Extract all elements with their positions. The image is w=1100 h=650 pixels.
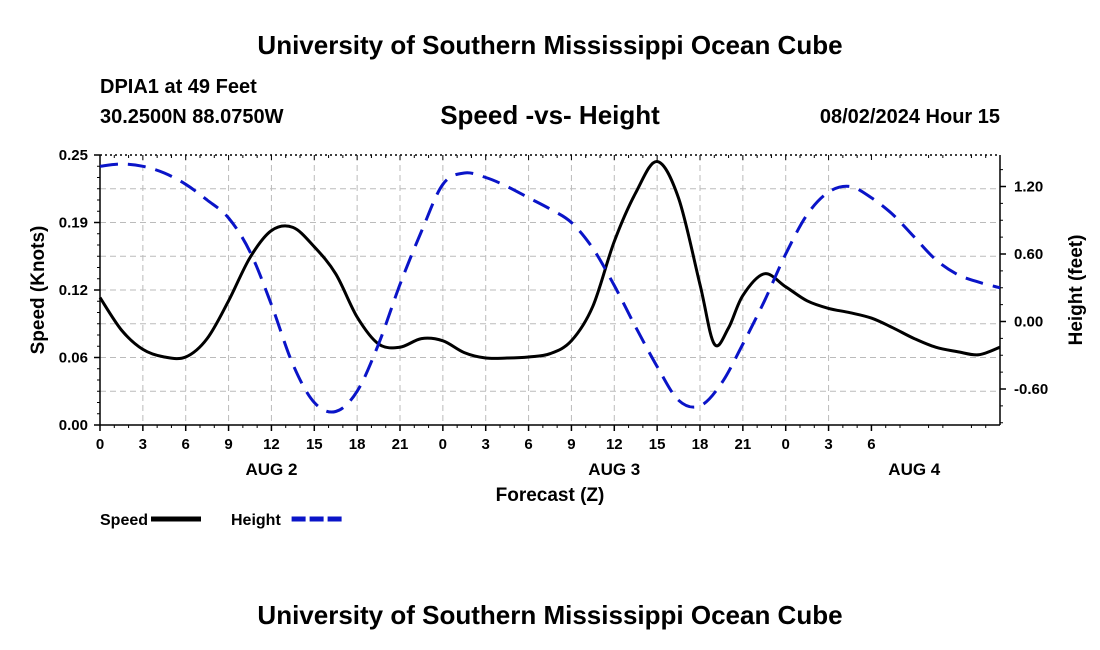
- y-left-tick-label: 0.25: [59, 147, 88, 164]
- legend-label-speed: Speed: [100, 512, 148, 529]
- date-label: AUG 2: [245, 460, 297, 479]
- x-tick-label: 12: [606, 436, 623, 453]
- chart-axes: [94, 154, 1006, 431]
- x-tick-label: 18: [692, 436, 709, 453]
- x-tick-label: 9: [224, 436, 232, 453]
- chart-series: [98, 160, 1001, 414]
- y-left-tick-label: 0.19: [59, 215, 88, 232]
- y-left-tick-label: 0.00: [59, 417, 88, 434]
- x-tick-label: 21: [392, 436, 409, 453]
- y-right-tick-label: 0.00: [1014, 314, 1043, 331]
- chart-title: Speed -vs- Height: [440, 100, 660, 130]
- x-tick-label: 0: [439, 436, 447, 453]
- chart-grid: [100, 155, 1000, 425]
- x-axis-title: Forecast (Z): [496, 485, 605, 506]
- footer-title: University of Southern Mississippi Ocean…: [257, 600, 843, 630]
- x-tick-label: 0: [782, 436, 790, 453]
- x-tick-label: 3: [824, 436, 832, 453]
- station-coordinates: 30.2500N 88.0750W: [100, 106, 284, 128]
- y-left-tick-label: 0.06: [59, 350, 88, 367]
- speed-series-line: [98, 160, 1001, 361]
- y-right-tick-label: 0.60: [1014, 246, 1043, 263]
- legend-label-height: Height: [231, 512, 281, 529]
- x-tick-label: 18: [349, 436, 366, 453]
- chart-legend: Speed Height: [100, 512, 342, 529]
- x-tick-label: 6: [867, 436, 875, 453]
- date-label: AUG 4: [888, 460, 941, 479]
- y-left-tick-label: 0.12: [59, 282, 88, 299]
- x-tick-label: 15: [306, 436, 323, 453]
- y-right-axis-title: Height (feet): [1066, 235, 1087, 346]
- height-series-line: [99, 162, 1001, 414]
- x-tick-label: 6: [182, 436, 190, 453]
- y-right-tick-label: -0.60: [1014, 381, 1048, 398]
- x-tick-label: 21: [735, 436, 752, 453]
- x-tick-label: 12: [263, 436, 280, 453]
- y-left-axis-title: Speed (Knots): [28, 226, 49, 355]
- station-name: DPIA1 at 49 Feet: [100, 76, 257, 98]
- x-tick-label: 0: [96, 436, 104, 453]
- chart-labels: 0 3 6 9 12 15 18 21 0 3 6 9 12 15 18 21 0 3 6 AUG 2 AUG 3 AUG…: [28, 147, 1087, 506]
- x-tick-label: 3: [139, 436, 147, 453]
- page-title: University of Southern Mississippi Ocean…: [257, 30, 843, 60]
- date-label: AUG 3: [588, 460, 640, 479]
- x-tick-label: 3: [482, 436, 490, 453]
- x-tick-label: 6: [524, 436, 532, 453]
- x-tick-label: 9: [567, 436, 575, 453]
- y-right-tick-label: 1.20: [1014, 179, 1043, 196]
- x-tick-label: 15: [649, 436, 666, 453]
- forecast-date: 08/02/2024 Hour 15: [819, 106, 1000, 128]
